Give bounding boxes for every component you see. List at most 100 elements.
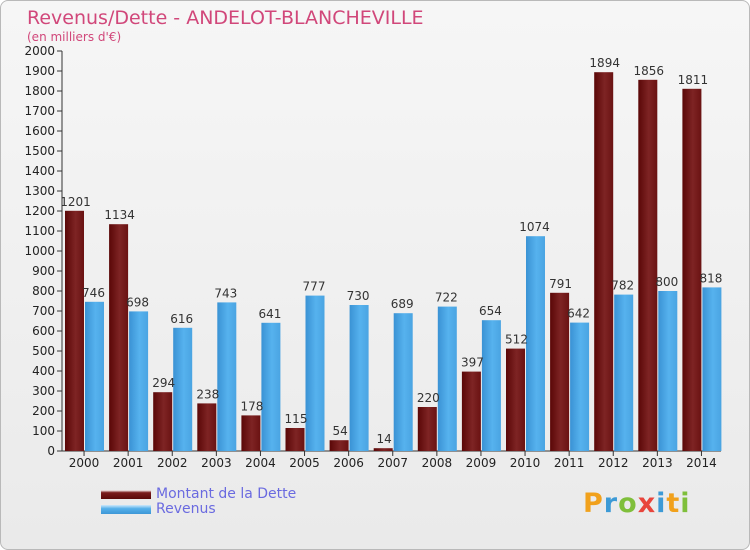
y-tick-label: 300 (32, 384, 55, 398)
y-tick-label: 1600 (24, 124, 55, 138)
data-label-revenue: 722 (435, 291, 458, 305)
data-label-revenue: 743 (214, 286, 237, 300)
bar-revenue (173, 327, 193, 451)
y-tick-label: 1000 (24, 244, 55, 258)
y-tick-label: 1900 (24, 64, 55, 78)
logo-letter: P (583, 488, 604, 519)
bar-revenue (349, 305, 369, 451)
chart-subtitle: (en milliers d'€) (27, 30, 122, 44)
chart-title: Revenus/Dette - ANDELOT-BLANCHEVILLE (27, 7, 424, 29)
x-tick-label: 2009 (466, 456, 497, 470)
legend-label-revenue: Revenus (156, 501, 216, 517)
data-label-revenue: 642 (567, 307, 590, 321)
bar-revenue (658, 291, 678, 451)
bar-revenue (85, 301, 104, 451)
bar-revenue (702, 287, 722, 451)
x-tick-label: 2005 (289, 456, 320, 470)
bars (65, 72, 722, 452)
data-label-debt: 1811 (678, 73, 709, 87)
bar-debt (153, 392, 173, 451)
y-tick-label: 800 (32, 284, 55, 298)
y-tick-label: 1500 (24, 144, 55, 158)
x-tick-label: 2003 (201, 456, 232, 470)
data-label-debt: 238 (196, 387, 219, 401)
bar-debt (373, 448, 393, 451)
y-tick-label: 2000 (24, 44, 55, 58)
bar-debt (329, 440, 349, 451)
data-label-debt: 1856 (634, 64, 665, 78)
bar-debt (109, 224, 129, 451)
y-tick-label: 1300 (24, 184, 55, 198)
y-tick-label: 1200 (24, 204, 55, 218)
data-label-revenue: 800 (655, 275, 678, 289)
x-tick-label: 2002 (157, 456, 188, 470)
x-tick-label: 2004 (245, 456, 276, 470)
bar-revenue (437, 306, 457, 451)
y-tick-label: 1700 (24, 104, 55, 118)
legend-swatch-debt (101, 490, 151, 499)
x-tick-label: 2012 (598, 456, 629, 470)
data-label-debt: 294 (152, 376, 175, 390)
legend-label-debt: Montant de la Dette (156, 486, 297, 502)
bar-debt (65, 210, 84, 451)
data-label-revenue: 782 (611, 279, 634, 293)
y-tick-label: 1400 (24, 164, 55, 178)
bar-debt (550, 292, 570, 451)
bar-revenue (526, 236, 545, 451)
data-label-debt: 1134 (104, 208, 135, 222)
y-tick-label: 200 (32, 404, 55, 418)
x-tick-label: 2001 (113, 456, 144, 470)
bar-revenue (129, 311, 149, 451)
bar-revenue (614, 294, 634, 451)
data-label-revenue: 1074 (519, 220, 550, 234)
y-tick-label: 1100 (24, 224, 55, 238)
bar-debt (197, 403, 217, 451)
data-label-revenue: 818 (699, 271, 722, 285)
x-tick-label: 2000 (69, 456, 100, 470)
y-tick-label: 600 (32, 324, 55, 338)
data-label-debt: 178 (240, 399, 263, 413)
data-label-revenue: 616 (170, 312, 193, 326)
data-label-debt: 1894 (589, 56, 620, 70)
logo-letter: i (656, 488, 667, 519)
proxiti-logo: Proxiti (583, 488, 691, 519)
bar-debt (417, 407, 437, 451)
logo-letter: i (680, 488, 691, 519)
legend-swatch-revenue (101, 505, 151, 514)
x-tick-label: 2013 (642, 456, 673, 470)
bar-revenue (393, 313, 413, 451)
y-tick-label: 0 (47, 444, 55, 458)
y-tick-label: 900 (32, 264, 55, 278)
x-tick-label: 2014 (686, 456, 717, 470)
data-label-revenue: 641 (258, 307, 281, 321)
x-tick-label: 2011 (554, 456, 585, 470)
y-tick-label: 1800 (24, 84, 55, 98)
bar-revenue (570, 322, 590, 451)
bar-revenue (261, 322, 281, 451)
y-tick-label: 700 (32, 304, 55, 318)
data-label-debt: 1201 (60, 195, 91, 209)
logo-letter: o (618, 488, 638, 519)
bar-debt (461, 371, 481, 451)
data-label-revenue: 689 (391, 297, 414, 311)
data-label-revenue: 698 (126, 295, 149, 309)
bar-debt (638, 79, 658, 452)
data-label-revenue: 746 (82, 286, 105, 300)
data-labels: 1201 746 1134 698 294 616 238 743 178 641 115 777 54… (60, 56, 722, 446)
y-tick-label: 400 (32, 364, 55, 378)
logo-letter: t (666, 488, 681, 519)
bar-revenue (305, 295, 325, 451)
logo-letter: x (637, 488, 657, 519)
logo-letter: r (603, 488, 619, 519)
bar-debt (682, 88, 702, 452)
data-label-debt: 14 (377, 432, 392, 446)
data-label-debt: 512 (505, 333, 528, 347)
bar-debt (594, 72, 614, 451)
data-label-revenue: 654 (479, 304, 502, 318)
bar-debt (241, 415, 261, 451)
bar-revenue (217, 302, 237, 451)
x-tick-label: 2006 (333, 456, 364, 470)
bar-debt (285, 428, 305, 451)
